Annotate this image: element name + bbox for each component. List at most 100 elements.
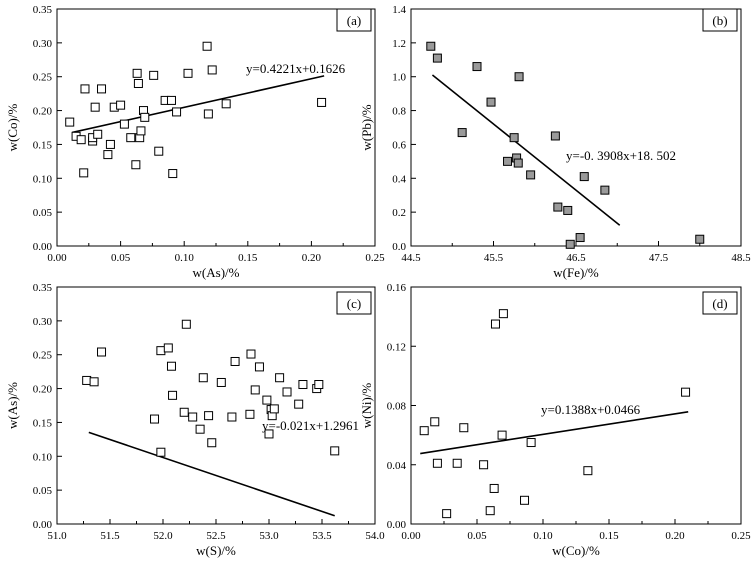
x-tick-label: 0.05 [111, 252, 131, 264]
x-tick-label: 52.5 [206, 530, 226, 542]
y-tick-label: 0.15 [33, 139, 53, 151]
data-point [472, 62, 482, 72]
data-point [93, 129, 103, 139]
data-point [198, 373, 208, 383]
y-tick-label: 0.25 [33, 350, 53, 362]
x-tick-label: 0.20 [302, 252, 322, 264]
y-tick-label: 0.0 [392, 241, 406, 253]
y-tick-label: 0.25 [33, 72, 53, 84]
data-point [179, 407, 189, 417]
data-point [275, 373, 285, 383]
data-point [486, 97, 496, 107]
y-tick-label: 0.4 [392, 173, 406, 185]
y-tick-label: 0.30 [33, 316, 53, 328]
regression-equation: y=0.1388x+0.0466 [541, 402, 641, 417]
data-point [245, 409, 255, 419]
x-axis-title: w(Fe)/% [553, 265, 599, 280]
data-point [227, 412, 237, 422]
x-tick-label: 51.0 [47, 530, 67, 542]
x-tick-label: 45.5 [484, 252, 504, 264]
data-point [497, 430, 507, 440]
data-point [282, 387, 292, 397]
data-point [459, 423, 469, 433]
panel-label-text: (b) [712, 13, 727, 28]
data-point [168, 390, 178, 400]
y-tick-label: 0.2 [392, 207, 406, 219]
regression-equation: y=-0.021x+1.2961 [262, 418, 359, 433]
data-point [294, 399, 304, 409]
plot-frame [410, 8, 742, 247]
data-point [426, 41, 436, 51]
x-tick-label: 0.25 [365, 252, 385, 264]
x-axis-title: w(As)/% [193, 265, 240, 280]
y-axis-title: w(Ni)/% [359, 383, 374, 429]
panel-label: (c) [336, 291, 372, 315]
data-point [82, 375, 92, 385]
chart-panel-d: 0.00 0.05 0.10 0.15 0.20 0.25 0.00 0.04 0.08 0.12… [359, 282, 751, 558]
y-tick-label: 0.00 [387, 519, 407, 531]
panel-label: (b) [702, 8, 738, 32]
regression-line [72, 75, 325, 134]
data-point [188, 412, 198, 422]
data-point [575, 233, 585, 243]
y-tick-label: 0.20 [33, 384, 53, 396]
data-point [156, 447, 166, 457]
x-tick-label: 52.0 [153, 530, 173, 542]
data-point [166, 361, 176, 371]
data-point [509, 133, 519, 143]
y-tick-label: 0.20 [33, 106, 53, 118]
panel-label: (d) [702, 291, 738, 315]
y-tick-label: 0.8 [392, 106, 406, 118]
panel-label-text: (a) [347, 13, 361, 28]
data-point [216, 377, 226, 387]
data-point [498, 309, 508, 319]
x-tick-label: 0.20 [665, 530, 685, 542]
data-point [103, 150, 113, 160]
x-tick-label: 53.0 [259, 530, 279, 542]
y-tick-label: 0.16 [387, 282, 407, 294]
data-point [207, 65, 217, 75]
data-point [526, 438, 536, 448]
panel-label-box [702, 291, 738, 315]
data-point [330, 446, 340, 456]
data-point [221, 99, 231, 109]
x-tick-label: 53.5 [312, 530, 332, 542]
data-point [513, 158, 523, 168]
data-point [432, 458, 442, 468]
data-point [195, 424, 205, 434]
data-point [97, 84, 107, 94]
data-point [131, 160, 141, 170]
x-axis-title: w(S)/% [196, 543, 236, 558]
data-point [204, 411, 214, 421]
x-tick-label: 47.5 [649, 252, 669, 264]
data-point [168, 169, 178, 179]
data-point [132, 68, 142, 78]
data-point [583, 466, 593, 476]
data-point [116, 100, 126, 110]
y-tick-label: 0.04 [387, 460, 407, 472]
x-axis-title: w(Co)/% [552, 543, 600, 558]
data-point [80, 84, 90, 94]
data-point [269, 404, 279, 414]
data-point [254, 362, 264, 372]
panel-label-box [336, 8, 372, 32]
regression-equation: y=0.4221x+0.1626 [246, 61, 346, 76]
data-point [695, 234, 705, 244]
x-tick-label: 0.15 [238, 252, 258, 264]
data-point [140, 112, 150, 122]
data-point [149, 70, 159, 80]
y-axis-title: w(Pb)/% [359, 104, 374, 150]
plot-frame [56, 8, 376, 247]
x-tick-label: 0.25 [731, 530, 751, 542]
data-point [202, 41, 212, 51]
data-point [126, 133, 136, 143]
data-point [203, 109, 213, 119]
data-point [430, 417, 440, 427]
data-point [452, 458, 462, 468]
y-tick-label: 0.35 [33, 4, 53, 16]
x-tick-label: 51.5 [100, 530, 120, 542]
data-point [76, 135, 86, 145]
data-point [119, 119, 129, 129]
y-tick-label: 1.2 [392, 38, 406, 50]
